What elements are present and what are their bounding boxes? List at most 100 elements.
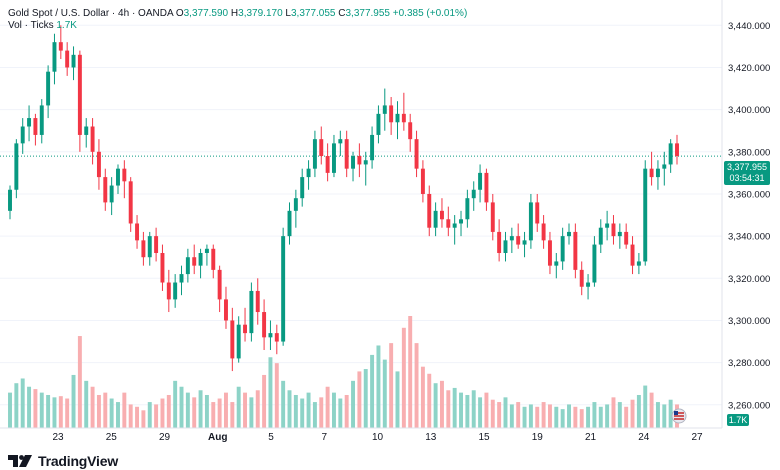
volume-bar <box>605 404 610 428</box>
volume-bar <box>662 404 667 428</box>
time-tick-label: 19 <box>532 432 544 443</box>
candle-body <box>547 240 552 266</box>
volume-bar <box>344 394 349 428</box>
candle-body <box>52 42 57 72</box>
candle-body <box>503 240 508 254</box>
volume-value: 1.7K <box>56 20 77 31</box>
candle <box>668 139 673 173</box>
volume-bar <box>630 399 635 428</box>
flag-icon[interactable] <box>671 408 687 424</box>
tradingview-logo-icon <box>8 455 32 467</box>
volume-bar <box>433 383 438 428</box>
candle <box>465 189 470 228</box>
volume-bar <box>46 394 51 428</box>
candle-body <box>243 324 248 334</box>
volume-bar <box>363 369 368 428</box>
candle <box>395 101 400 140</box>
candle <box>77 50 82 152</box>
brand-name: TradingView <box>38 453 119 469</box>
candle <box>249 282 254 342</box>
volume-bar <box>224 392 228 428</box>
candle-body <box>579 269 584 287</box>
candle-body <box>465 198 470 220</box>
candle-body <box>14 143 19 190</box>
candle <box>274 324 279 355</box>
candle <box>128 177 133 232</box>
candle-body <box>39 105 44 135</box>
volume-bar <box>452 387 457 428</box>
volume-bar <box>204 394 209 428</box>
candle <box>306 160 311 190</box>
candle-body <box>636 261 641 266</box>
candle-body <box>33 118 38 135</box>
volume-bar <box>332 392 336 428</box>
candle-body <box>592 244 597 283</box>
volume-bar <box>147 402 152 428</box>
candle-body <box>185 257 190 275</box>
candle <box>484 168 489 211</box>
candle <box>160 244 165 291</box>
volume-bar <box>560 409 565 428</box>
candle <box>46 65 51 119</box>
candle-body <box>211 248 216 270</box>
volume-bar <box>84 380 89 428</box>
candle <box>611 215 616 245</box>
candle-body <box>319 139 324 157</box>
candle <box>408 113 413 152</box>
volume-bar <box>312 402 317 428</box>
candle-body <box>8 189 12 211</box>
volume-bar <box>338 398 343 428</box>
candle <box>433 202 438 237</box>
volume-bar <box>268 357 273 428</box>
brand-logo[interactable]: TradingView <box>8 452 118 470</box>
volume-bar <box>65 398 70 428</box>
candle <box>58 25 63 60</box>
candle-body <box>236 324 241 359</box>
candle <box>230 307 235 372</box>
candle-body <box>535 202 540 224</box>
candle <box>357 143 362 178</box>
candle-body <box>255 290 260 313</box>
candle-body <box>351 156 355 169</box>
time-tick-label: 5 <box>268 432 274 443</box>
candle <box>255 278 260 325</box>
candle <box>649 151 654 186</box>
price-tick-label: 3,440.000 <box>728 21 770 32</box>
candle <box>471 181 476 211</box>
volume-bar <box>459 392 463 428</box>
candle <box>535 193 540 232</box>
volume-bar <box>357 371 362 428</box>
volume-bar <box>522 406 527 428</box>
candle <box>109 177 114 216</box>
volume-bar <box>122 392 127 428</box>
volume-bar <box>33 389 38 428</box>
candle <box>554 253 559 279</box>
candle <box>293 189 298 228</box>
volume-bar <box>471 390 476 428</box>
candle <box>541 215 546 249</box>
candle <box>147 231 152 266</box>
volume-bar <box>249 397 254 428</box>
low-value: 3,377.055 <box>290 8 336 19</box>
candle <box>173 274 178 308</box>
candle-body <box>160 253 165 283</box>
candle <box>262 299 267 350</box>
candle-body <box>173 282 178 300</box>
volume-legend: Vol · Ticks 1.7K <box>8 19 77 33</box>
candle-body <box>96 151 101 178</box>
candle-body <box>363 160 368 165</box>
volume-bar <box>58 396 63 428</box>
time-tick-label: 15 <box>478 432 490 443</box>
candle-body <box>370 134 375 161</box>
volume-bar <box>255 390 260 428</box>
time-tick-label: Aug <box>208 432 227 443</box>
candle-body <box>630 244 635 266</box>
volume-bar <box>478 397 483 428</box>
volume-bar <box>116 402 120 428</box>
volume-label: Vol · Ticks <box>8 20 54 31</box>
price-tick-label: 3,340.000 <box>728 232 770 243</box>
candle-body <box>452 223 457 228</box>
candle-body <box>147 236 152 258</box>
candle-body <box>287 210 292 237</box>
